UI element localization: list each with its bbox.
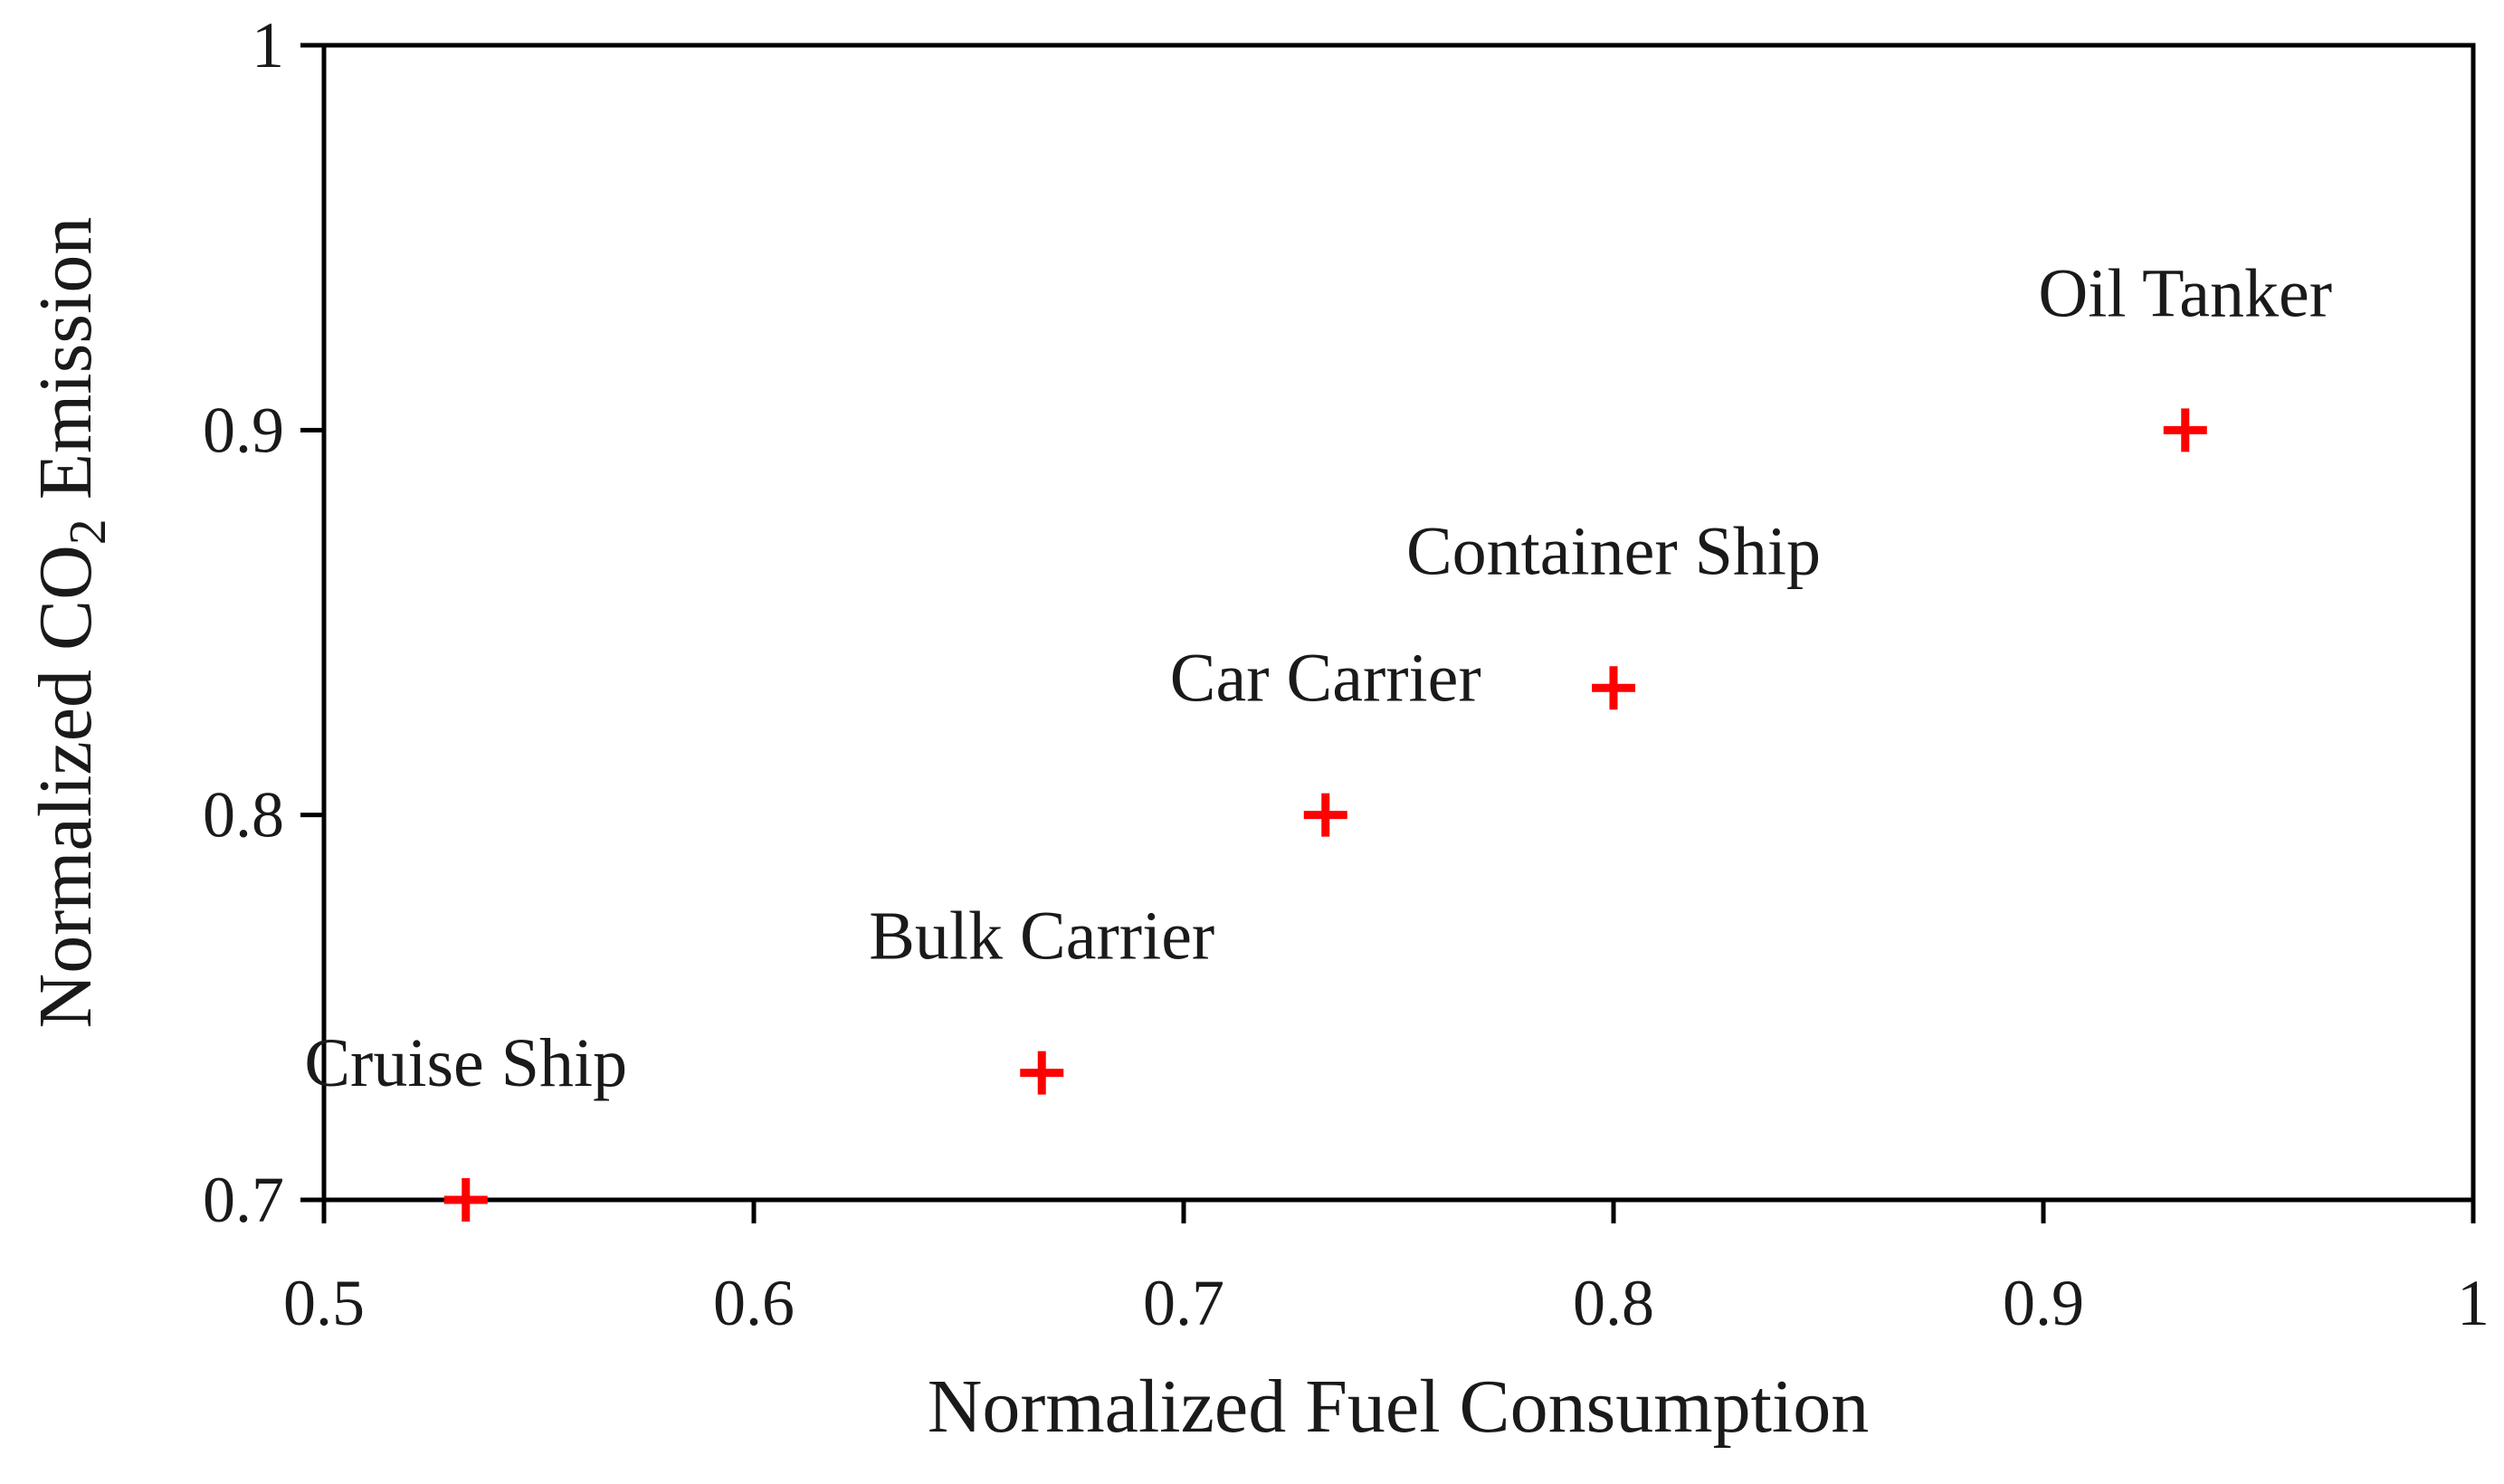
y-tick-label: 0.9 [203,394,284,466]
y-tick-label: 0.7 [203,1164,284,1236]
x-tick-label: 0.9 [2003,1267,2084,1339]
x-axis-title: Normalized Fuel Consumption [928,1365,1870,1449]
data-point: Bulk Carrier [869,899,1214,1095]
point-label: Bulk Carrier [869,899,1214,975]
y-axis-title-subscript: 2 [58,518,117,545]
y-axis-title-suffix: Emission [24,217,108,519]
x-tick-label: 1 [2457,1267,2490,1339]
x-tick-label: 0.6 [713,1267,795,1339]
data-point: Container Ship [1406,513,1821,710]
data-point: Oil Tanker [2038,255,2332,452]
x-axis-ticks: 0.5 0.6 0.7 0.8 0.9 1 [283,1200,2490,1339]
data-point: Cruise Ship [304,1025,627,1222]
y-axis-ticks: 0.7 0.8 0.9 1 [203,9,324,1236]
x-tick-label: 0.7 [1143,1267,1224,1339]
point-label: Cruise Ship [304,1025,627,1101]
x-tick-label: 0.5 [283,1267,365,1339]
x-tick-label: 0.8 [1573,1267,1654,1339]
data-points: Cruise Ship Bulk Carrier Car Carrier Contai… [304,255,2332,1222]
plot-frame [321,43,2476,1203]
point-label: Oil Tanker [2038,255,2332,331]
y-axis-title-prefix: Normalized CO [24,545,108,1028]
point-label: Container Ship [1406,513,1821,589]
y-axis-title: Normalized CO2 Emission [24,217,117,1029]
data-point: Car Carrier [1170,641,1481,837]
y-tick-label: 1 [252,9,284,81]
y-tick-label: 0.8 [203,779,284,851]
point-label: Car Carrier [1170,641,1481,717]
